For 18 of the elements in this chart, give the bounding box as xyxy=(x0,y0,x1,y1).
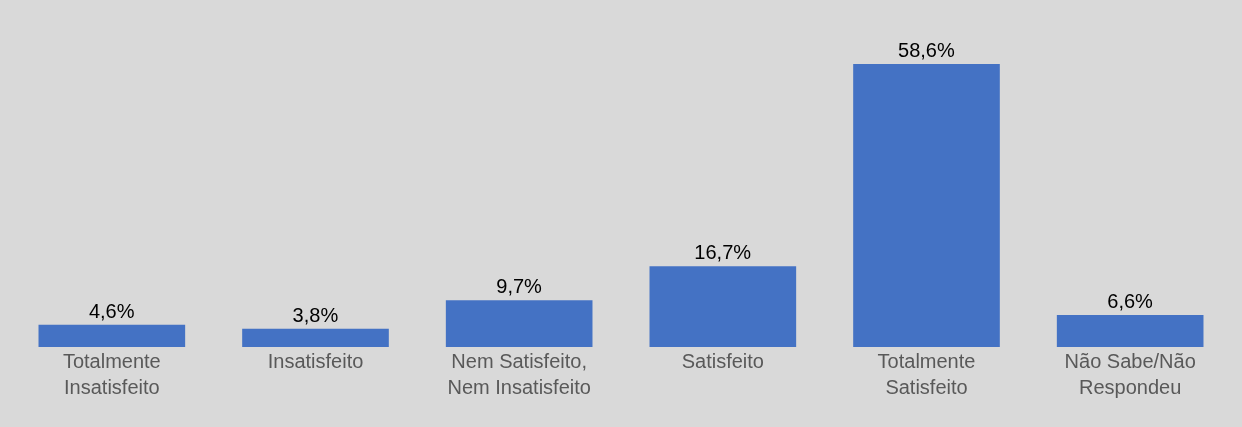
bar xyxy=(445,300,593,347)
bar xyxy=(649,266,797,347)
x-tick-label: Nem Satisfeito, Nem Insatisfeito xyxy=(447,350,591,398)
data-label: 3,8% xyxy=(292,303,339,326)
x-tick-label: Totalmente Insatisfeito xyxy=(62,350,161,398)
x-tick-label: Insatisfeito xyxy=(267,350,364,372)
x-tick-label: Satisfeito xyxy=(681,350,764,372)
bar xyxy=(853,63,1000,347)
bar xyxy=(242,328,389,347)
data-label: 6,6% xyxy=(1107,290,1154,313)
data-label: 16,7% xyxy=(694,241,752,264)
bar xyxy=(1056,315,1204,347)
bar xyxy=(38,324,186,347)
x-tick-label: Totalmente Satisfeito xyxy=(877,350,976,398)
data-label: 9,7% xyxy=(496,275,543,298)
x-tick-label: Não Sabe/Não Respondeu xyxy=(1064,350,1196,398)
data-label: 4,6% xyxy=(88,299,135,322)
data-label: 58,6% xyxy=(898,38,955,61)
